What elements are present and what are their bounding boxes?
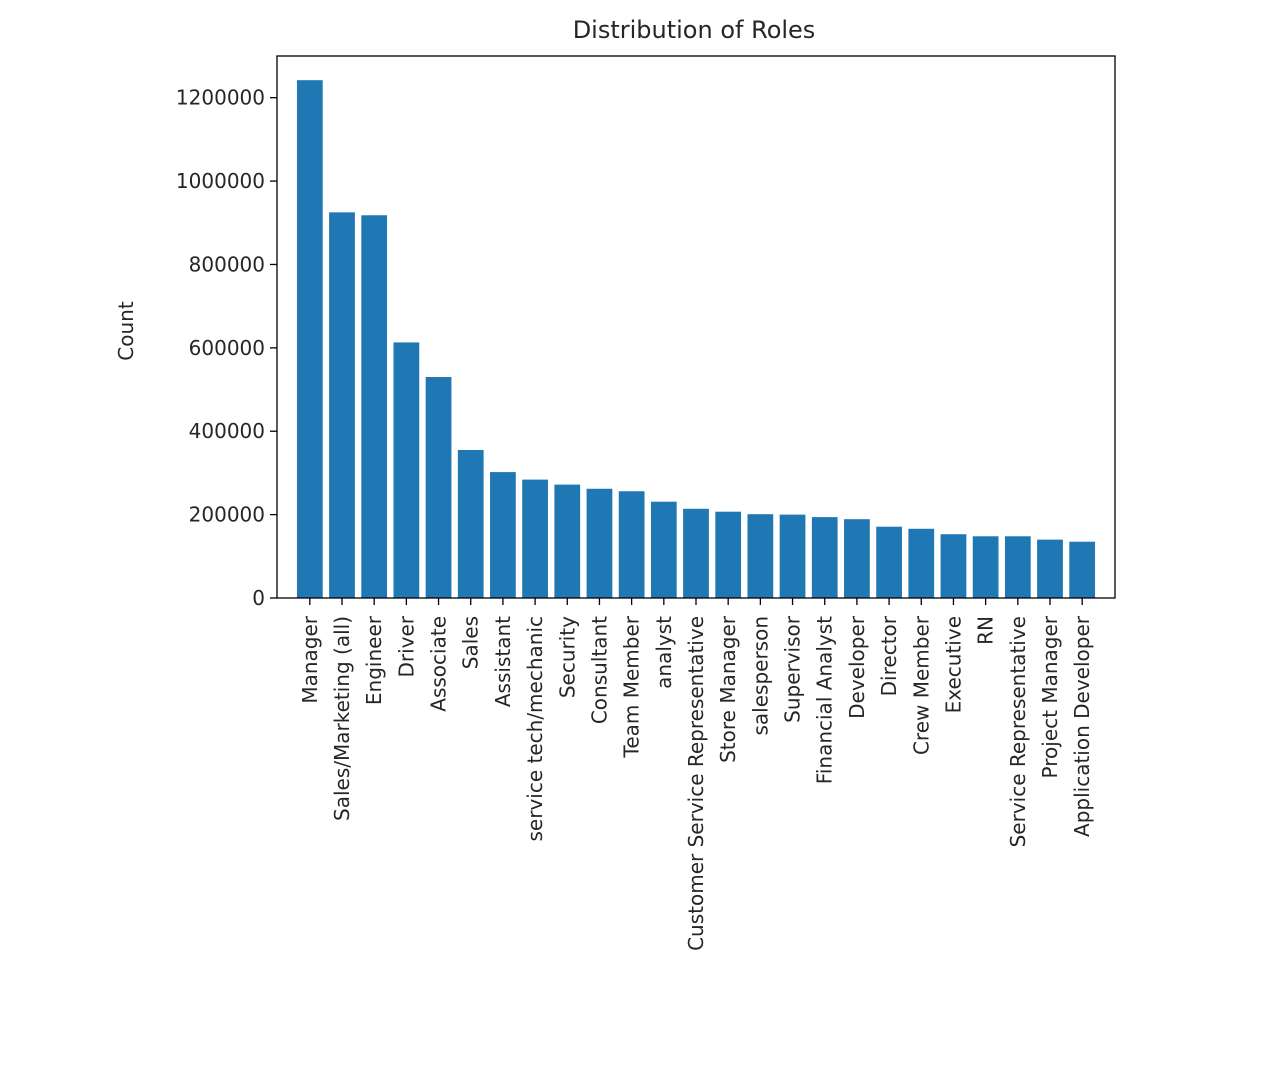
y-tick-label: 1000000 (176, 169, 265, 193)
y-tick-label: 1200000 (176, 86, 265, 110)
bar (296, 80, 323, 599)
x-tick-label: Engineer (362, 615, 386, 705)
chart-title: Distribution of Roles (573, 16, 816, 44)
x-tick-label: Consultant (587, 616, 611, 724)
x-tick-label: Team Member (620, 615, 644, 758)
y-tick-label: 400000 (189, 419, 265, 443)
y-tick-label: 600000 (189, 336, 265, 360)
bar (554, 484, 581, 598)
y-tick-label: 0 (252, 586, 265, 610)
x-tick-label: Assistant (491, 616, 515, 707)
x-tick-label: Driver (394, 615, 418, 677)
x-tick-label: Manager (298, 615, 322, 703)
x-tick-label: Director (877, 615, 901, 696)
bar (811, 517, 838, 598)
x-tick-label: Executive (941, 616, 965, 713)
bar (1069, 541, 1096, 598)
x-tick-label: Supervisor (781, 615, 805, 723)
x-tick-label: Customer Service Representative (684, 616, 708, 951)
x-tick-label: Developer (845, 615, 869, 719)
x-tick-label: Store Manager (716, 615, 740, 763)
bar (586, 488, 613, 598)
y-axis-ticks: 0 200000 400000 600000 800000 1000000 1200000 (176, 86, 277, 610)
x-tick-label: RN (974, 616, 998, 645)
bar (779, 514, 806, 598)
bar (1004, 536, 1031, 598)
bar (747, 514, 774, 598)
bar (1037, 539, 1063, 598)
bars-group (296, 80, 1096, 599)
bar (876, 526, 902, 598)
y-tick-label: 800000 (189, 252, 265, 276)
plot-area-frame (276, 55, 1116, 599)
bar (940, 534, 967, 598)
bar (908, 528, 935, 598)
x-tick-label: Crew Member (909, 615, 933, 755)
x-tick-label: Financial Analyst (813, 616, 837, 784)
x-tick-label: Associate (427, 616, 451, 712)
bar (650, 501, 677, 598)
x-tick-label: analyst (652, 616, 676, 689)
y-axis-label: Count (114, 301, 138, 361)
bar (715, 511, 742, 598)
bar (425, 377, 452, 598)
x-axis-ticks: Manager Sales/Marketing (all) Engineer Driv… (298, 598, 1094, 951)
x-tick-label: Project Manager (1038, 615, 1062, 778)
bar (393, 342, 420, 598)
bar (618, 491, 645, 598)
x-tick-label: Sales/Marketing (all) (330, 616, 354, 821)
y-tick-label: 200000 (189, 503, 265, 527)
x-tick-label: salesperson (748, 616, 772, 736)
bar (972, 536, 999, 598)
x-tick-label: Sales (459, 616, 483, 669)
bar (329, 212, 355, 598)
bar (683, 508, 709, 598)
x-tick-label: Security (555, 616, 579, 698)
x-tick-label: Application Developer (1070, 615, 1094, 837)
bar (457, 449, 484, 598)
bar (361, 215, 388, 598)
x-tick-label: service tech/mechanic (523, 616, 547, 842)
bar (844, 519, 870, 598)
x-tick-label: Service Representative (1006, 616, 1030, 847)
bar (490, 472, 516, 598)
bar (522, 479, 548, 598)
